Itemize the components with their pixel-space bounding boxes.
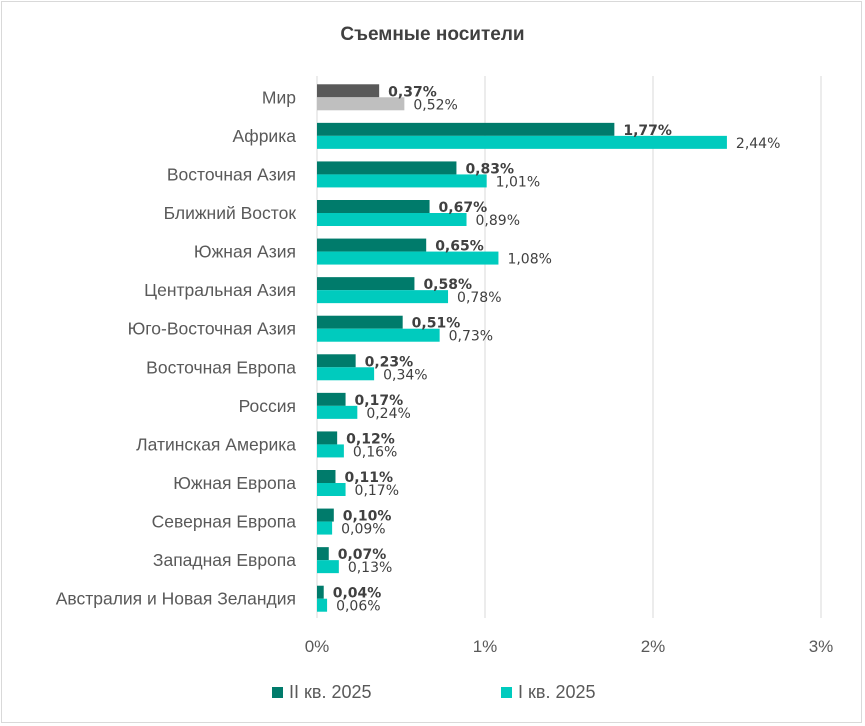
- data-label: 0,37%: [388, 84, 437, 100]
- bar: [317, 585, 324, 599]
- legend-item-q1: I кв. 2025: [501, 682, 595, 703]
- data-label: 0,06%: [336, 599, 380, 615]
- bar: [317, 213, 467, 226]
- bar: [317, 405, 358, 419]
- data-label: 0,89%: [476, 213, 520, 229]
- category-label: Ближний Восток: [164, 203, 297, 223]
- category-label: Мир: [262, 87, 296, 107]
- bar: [317, 200, 430, 213]
- category-label: Африка: [232, 126, 296, 146]
- data-label: 0,17%: [355, 393, 404, 409]
- data-label: 0,09%: [341, 522, 385, 538]
- data-label: 1,77%: [623, 123, 672, 139]
- data-label: 0,17%: [355, 483, 399, 499]
- bar: [317, 367, 375, 381]
- data-label: 0,58%: [423, 277, 472, 293]
- legend-label-q1: I кв. 2025: [518, 682, 596, 702]
- data-label: 0,67%: [439, 200, 488, 216]
- bar: [317, 174, 487, 188]
- bar: [317, 483, 346, 496]
- chart-title: Съемные носители: [340, 24, 525, 45]
- bar: [317, 470, 336, 483]
- category-label: Северная Европа: [152, 512, 297, 532]
- data-label: 0,78%: [457, 290, 501, 306]
- category-label: Юго-Восточная Азия: [128, 319, 296, 339]
- data-label: 0,51%: [412, 316, 461, 332]
- category-label: Южная Азия: [194, 242, 296, 262]
- bar: [317, 328, 440, 342]
- bars: [317, 84, 727, 612]
- data-label: 0,52%: [413, 97, 457, 113]
- data-label: 0,34%: [383, 367, 427, 383]
- legend-swatch-q1: [501, 687, 512, 698]
- data-label: 2,44%: [736, 136, 780, 152]
- category-label: Россия: [239, 396, 296, 416]
- bar: [317, 122, 615, 136]
- data-label: 0,83%: [465, 161, 514, 177]
- legend: II кв. 2025 I кв. 2025: [0, 682, 865, 708]
- bar: [317, 84, 380, 98]
- category-label: Восточная Азия: [167, 164, 296, 184]
- labels: 0% 1% 2% 3% Мир 0,37%0,52% Африка 1,77% 2,44% Вос…: [56, 84, 834, 656]
- bar: [317, 238, 427, 252]
- category-label: Центральная Азия: [144, 280, 296, 300]
- bar: [317, 508, 334, 522]
- bar: [317, 135, 727, 149]
- data-label: 0,16%: [353, 444, 397, 460]
- bar: [317, 598, 328, 612]
- x-tick-label: 0%: [305, 637, 330, 656]
- bar: [317, 251, 499, 265]
- bar: [317, 161, 457, 175]
- bar: [317, 431, 338, 445]
- data-label: 1,01%: [496, 174, 540, 190]
- category-label: Западная Европа: [153, 550, 296, 570]
- bar: [317, 392, 346, 406]
- data-label: 0,13%: [348, 560, 392, 576]
- x-tick-label: 1%: [473, 637, 498, 656]
- category-label: Южная Европа: [173, 473, 296, 493]
- category-label: Восточная Европа: [146, 357, 296, 377]
- bar: [317, 560, 339, 574]
- data-label: 0,04%: [333, 586, 382, 602]
- bar: [317, 547, 329, 561]
- data-label: 0,10%: [343, 509, 392, 525]
- bar: [317, 354, 356, 368]
- bar: [317, 521, 333, 535]
- legend-swatch-q2: [272, 687, 283, 698]
- data-label: 0,65%: [435, 239, 484, 255]
- data-label: 0,12%: [346, 431, 395, 447]
- grid-lines: [316, 76, 822, 618]
- data-label: 1,08%: [507, 252, 551, 268]
- bar: [317, 97, 405, 111]
- data-label: 0,11%: [344, 470, 393, 486]
- bar: [317, 277, 415, 291]
- category-label: Австралия и Новая Зеландия: [56, 589, 296, 609]
- data-label: 0,07%: [338, 547, 387, 563]
- data-label: 0,73%: [449, 329, 493, 345]
- data-label: 0,23%: [365, 354, 414, 370]
- bar: [317, 444, 344, 458]
- category-label: Латинская Америка: [136, 434, 296, 454]
- legend-label-q2: II кв. 2025: [289, 682, 372, 702]
- x-tick-label: 3%: [809, 637, 834, 656]
- legend-item-q2: II кв. 2025: [272, 682, 372, 703]
- bar: [317, 315, 403, 329]
- bar: [317, 290, 449, 304]
- data-label: 0,24%: [366, 406, 410, 422]
- x-tick-label: 2%: [641, 637, 666, 656]
